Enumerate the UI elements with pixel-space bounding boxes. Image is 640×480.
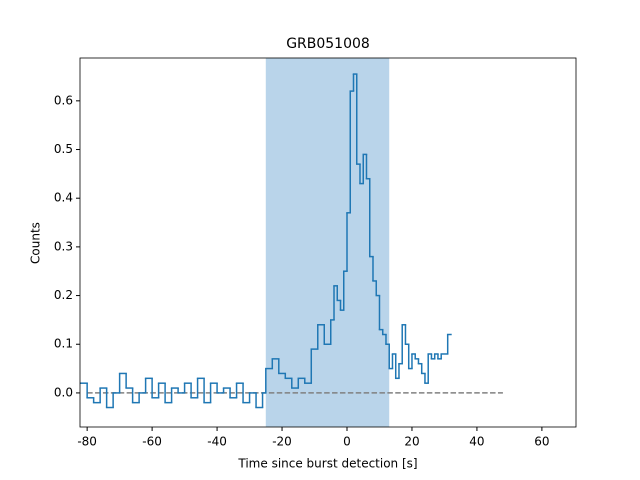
y-tick-label: 0.6 — [54, 93, 73, 107]
x-tick-label: -40 — [207, 435, 227, 449]
y-tick-label: 0.3 — [54, 239, 73, 253]
x-tick-label: 20 — [404, 435, 419, 449]
y-tick-label: 0.2 — [54, 288, 73, 302]
x-tick-label: 60 — [534, 435, 549, 449]
y-tick-label: 0.5 — [54, 142, 73, 156]
shaded-span — [265, 58, 390, 427]
chart-title: GRB051008 — [286, 36, 370, 52]
x-tick-label: -20 — [272, 435, 292, 449]
plot-frame — [79, 57, 577, 428]
x-tick-label: -80 — [77, 435, 97, 449]
y-tick-label: 0.4 — [54, 191, 73, 205]
x-tick-label: 40 — [469, 435, 484, 449]
y-axis-label: Counts — [29, 222, 43, 264]
x-tick-label: 0 — [343, 435, 351, 449]
x-tick-label: -60 — [142, 435, 162, 449]
x-axis-label: Time since burst detection [s] — [237, 457, 417, 471]
y-tick-label: 0.0 — [54, 385, 73, 399]
y-tick-label: 0.1 — [54, 337, 73, 351]
